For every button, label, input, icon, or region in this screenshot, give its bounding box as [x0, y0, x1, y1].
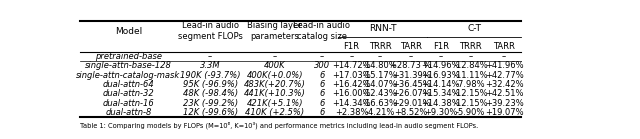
Text: dual-attn-8: dual-attn-8 — [105, 108, 152, 117]
Text: –: – — [502, 52, 506, 61]
Text: 6: 6 — [319, 80, 324, 89]
Text: Model: Model — [115, 27, 142, 36]
Text: –: – — [273, 52, 277, 61]
Text: 421K(+5.1%): 421K(+5.1%) — [246, 99, 303, 108]
Text: +8.52%: +8.52% — [394, 108, 428, 117]
Text: TRRR: TRRR — [369, 42, 392, 51]
Text: -12.15%: -12.15% — [453, 99, 488, 108]
Text: +16.93%: +16.93% — [422, 71, 460, 80]
Text: +42.51%: +42.51% — [485, 89, 524, 98]
Text: +31.39%: +31.39% — [392, 71, 431, 80]
Text: 400K(+0.0%): 400K(+0.0%) — [246, 71, 303, 80]
Text: –: – — [319, 52, 324, 61]
Text: +42.77%: +42.77% — [484, 71, 524, 80]
Text: dual-attn-64: dual-attn-64 — [102, 80, 154, 89]
Text: 400K: 400K — [264, 61, 285, 70]
Text: +41.96%: +41.96% — [484, 61, 524, 70]
Text: –: – — [468, 52, 473, 61]
Text: dual-attn-32: dual-attn-32 — [102, 89, 154, 98]
Text: -14.07%: -14.07% — [363, 80, 397, 89]
Text: TARR: TARR — [493, 42, 515, 51]
Text: C-T: C-T — [467, 24, 481, 33]
Text: +14.96%: +14.96% — [422, 61, 460, 70]
Text: dual-attn-16: dual-attn-16 — [102, 99, 154, 108]
Text: +26.07%: +26.07% — [392, 89, 431, 98]
Text: -7.98%: -7.98% — [456, 80, 485, 89]
Text: 410K (+2.5%): 410K (+2.5%) — [245, 108, 304, 117]
Text: +2.38%: +2.38% — [335, 108, 368, 117]
Text: 95K (-96.9%): 95K (-96.9%) — [182, 80, 238, 89]
Text: 441K(+10.3%): 441K(+10.3%) — [244, 89, 306, 98]
Text: +28.73 %: +28.73 % — [390, 61, 432, 70]
Text: +32.42%: +32.42% — [484, 80, 524, 89]
Text: 300: 300 — [314, 61, 330, 70]
Text: +14.72%: +14.72% — [332, 61, 371, 70]
Text: Biasing layer
parameters: Biasing layer parameters — [247, 21, 302, 41]
Text: +17.03%: +17.03% — [332, 71, 371, 80]
Text: –: – — [349, 52, 354, 61]
Text: +29.01%: +29.01% — [392, 99, 430, 108]
Text: -4.21%: -4.21% — [365, 108, 395, 117]
Text: 48K (-98.4%): 48K (-98.4%) — [182, 89, 238, 98]
Text: +14.38%: +14.38% — [422, 99, 460, 108]
Text: -14.80%: -14.80% — [363, 61, 397, 70]
Text: F1R: F1R — [433, 42, 449, 51]
Text: TRRR: TRRR — [460, 42, 482, 51]
Text: +9.30%: +9.30% — [424, 108, 458, 117]
Text: F1R: F1R — [344, 42, 360, 51]
Text: TARR: TARR — [400, 42, 422, 51]
Text: Table 1: Comparing models by FLOPs (M=10⁶, K=10³) and performance metrics includ: Table 1: Comparing models by FLOPs (M=10… — [80, 121, 478, 129]
Text: 6: 6 — [319, 89, 324, 98]
Text: +36.45%: +36.45% — [392, 80, 431, 89]
Text: -12.84%: -12.84% — [453, 61, 488, 70]
Text: –: – — [208, 52, 212, 61]
Text: single-attn-base-128: single-attn-base-128 — [85, 61, 172, 70]
Text: 6: 6 — [319, 108, 324, 117]
Text: -5.90%: -5.90% — [456, 108, 485, 117]
Text: -11.11%: -11.11% — [453, 71, 488, 80]
Text: +39.23%: +39.23% — [484, 99, 524, 108]
Text: 3.3M: 3.3M — [200, 61, 221, 70]
Text: +16.00%: +16.00% — [332, 89, 371, 98]
Text: -12.15%: -12.15% — [453, 89, 488, 98]
Text: RNN-T: RNN-T — [369, 24, 396, 33]
Text: –: – — [409, 52, 413, 61]
Text: 23K (-99.2%): 23K (-99.2%) — [182, 99, 238, 108]
Text: single-attn-catalog-mask: single-attn-catalog-mask — [76, 71, 180, 80]
Text: Lead-in audio
segment FLOPs: Lead-in audio segment FLOPs — [178, 21, 243, 41]
Text: +19.07%: +19.07% — [484, 108, 524, 117]
Text: -16.63%: -16.63% — [363, 99, 397, 108]
Text: +16.42%: +16.42% — [332, 80, 371, 89]
Text: +14.14%: +14.14% — [422, 80, 460, 89]
Text: –: – — [438, 52, 443, 61]
Text: -15.17%: -15.17% — [363, 71, 397, 80]
Text: 483K(+20.7%): 483K(+20.7%) — [244, 80, 306, 89]
Text: -12.43%: -12.43% — [363, 89, 397, 98]
Text: +15.34%: +15.34% — [422, 89, 460, 98]
Text: 190K (-93.7%): 190K (-93.7%) — [180, 71, 241, 80]
Text: 6: 6 — [319, 99, 324, 108]
Text: 6: 6 — [319, 71, 324, 80]
Text: +14.34%: +14.34% — [332, 99, 371, 108]
Text: Lead-in audio
catalog size: Lead-in audio catalog size — [293, 21, 350, 41]
Text: pretrained-base: pretrained-base — [95, 52, 162, 61]
Text: –: – — [378, 52, 382, 61]
Text: 12K (-99.6%): 12K (-99.6%) — [182, 108, 238, 117]
